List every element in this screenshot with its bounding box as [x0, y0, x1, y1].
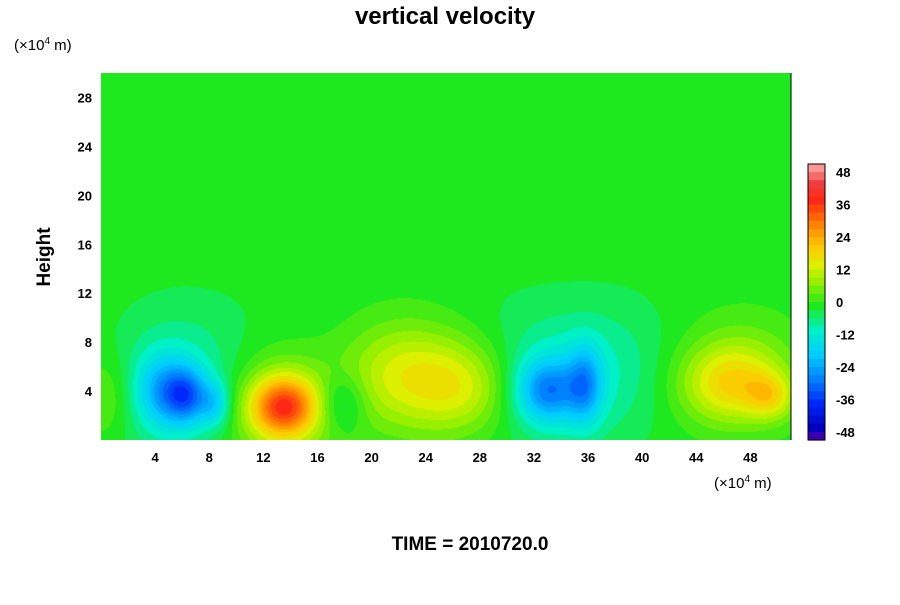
colorbar-band [808, 334, 825, 344]
y-unit-exp: 4 [44, 36, 50, 47]
colorbar-tick-label: 0 [836, 295, 843, 310]
y-unit-tail: m) [50, 37, 72, 54]
x-tick-label: 16 [310, 450, 324, 465]
colorbar-band [808, 164, 825, 173]
colorbar-tick-label: 36 [836, 198, 850, 213]
x-tick-label: 36 [581, 450, 595, 465]
colorbar-band [808, 342, 825, 352]
colorbar-band [808, 253, 825, 263]
colorbar-band [808, 318, 825, 327]
colorbar-band [808, 302, 825, 311]
colorbar-band [808, 261, 825, 271]
colorbar-band [808, 196, 825, 206]
x-tick-label: 32 [527, 450, 541, 465]
y-axis-label: Height [34, 227, 55, 287]
y-tick-label: 8 [85, 335, 92, 350]
y-tick-label: 24 [78, 139, 93, 154]
y-unit-base: (×10 [14, 37, 44, 54]
colorbar-band [808, 220, 825, 230]
colorbar-band [808, 245, 825, 254]
x-unit-base: (×10 [714, 475, 744, 492]
y-tick-label: 4 [85, 384, 93, 399]
colorbar-band [808, 431, 825, 441]
y-tick-label: 16 [78, 237, 92, 252]
colorbar-band [808, 358, 825, 368]
colorbar-band [808, 228, 825, 238]
x-tick-label: 4 [152, 450, 160, 465]
colorbar-band [808, 415, 825, 425]
plot-area [101, 73, 792, 440]
colorbar-band [808, 350, 825, 360]
colorbar-band [808, 293, 825, 303]
colorbar-band [808, 423, 825, 433]
colorbar-band [808, 383, 825, 392]
y-tick-label: 20 [78, 188, 92, 203]
x-tick-label: 44 [689, 450, 704, 465]
colorbar-band [808, 180, 825, 189]
y-tick-labels: 4 8 12 16 20 24 28 [78, 90, 93, 399]
colorbar-band [808, 391, 825, 401]
x-tick-label: 12 [256, 450, 270, 465]
x-tick-labels: 4 8 12 16 20 24 28 32 36 40 44 48 [152, 450, 758, 465]
colorbar-tick-label: -24 [836, 360, 856, 375]
x-axis-unit: (×104 m) [714, 474, 772, 492]
colorbar-tick-label: -36 [836, 392, 855, 407]
colorbar-tick-label: 48 [836, 165, 850, 180]
y-axis-unit: (×104 m) [14, 36, 72, 54]
colorbar [807, 163, 826, 441]
colorbar-band [808, 407, 825, 417]
colorbar-band [808, 204, 825, 214]
x-tick-label: 28 [473, 450, 487, 465]
x-tick-label: 20 [364, 450, 378, 465]
x-tick-label: 8 [206, 450, 213, 465]
colorbar-band [808, 188, 825, 198]
colorbar-tick-label: 24 [836, 230, 851, 245]
colorbar-tick-labels: 48 36 24 12 0 -12 -24 -36 -48 [836, 165, 856, 440]
colorbar-band [808, 172, 825, 181]
time-label: TIME = 2010720.0 [392, 534, 549, 555]
chart-title: vertical velocity [355, 3, 536, 30]
colorbar-band [808, 399, 825, 409]
colorbar-band [808, 277, 825, 287]
colorbar-tick-label: -48 [836, 425, 855, 440]
colorbar-tick-label: -12 [836, 327, 855, 342]
colorbar-band [808, 285, 825, 295]
x-unit-exp: 4 [744, 474, 750, 485]
colorbar-band [808, 212, 825, 222]
colorbar-band [808, 375, 825, 384]
x-tick-label: 24 [418, 450, 433, 465]
colorbar-band [808, 310, 825, 319]
colorbar-band [808, 269, 825, 279]
x-tick-label: 40 [635, 450, 649, 465]
colorbar-band [808, 326, 825, 336]
y-tick-label: 12 [78, 286, 92, 301]
contour-field [101, 73, 791, 440]
colorbar-band [808, 237, 825, 246]
colorbar-tick-label: 12 [836, 263, 850, 278]
x-tick-label: 48 [743, 450, 757, 465]
y-tick-label: 28 [78, 90, 92, 105]
colorbar-band [808, 366, 825, 376]
x-unit-tail: m) [750, 475, 772, 492]
colorbar-frame [807, 163, 826, 441]
